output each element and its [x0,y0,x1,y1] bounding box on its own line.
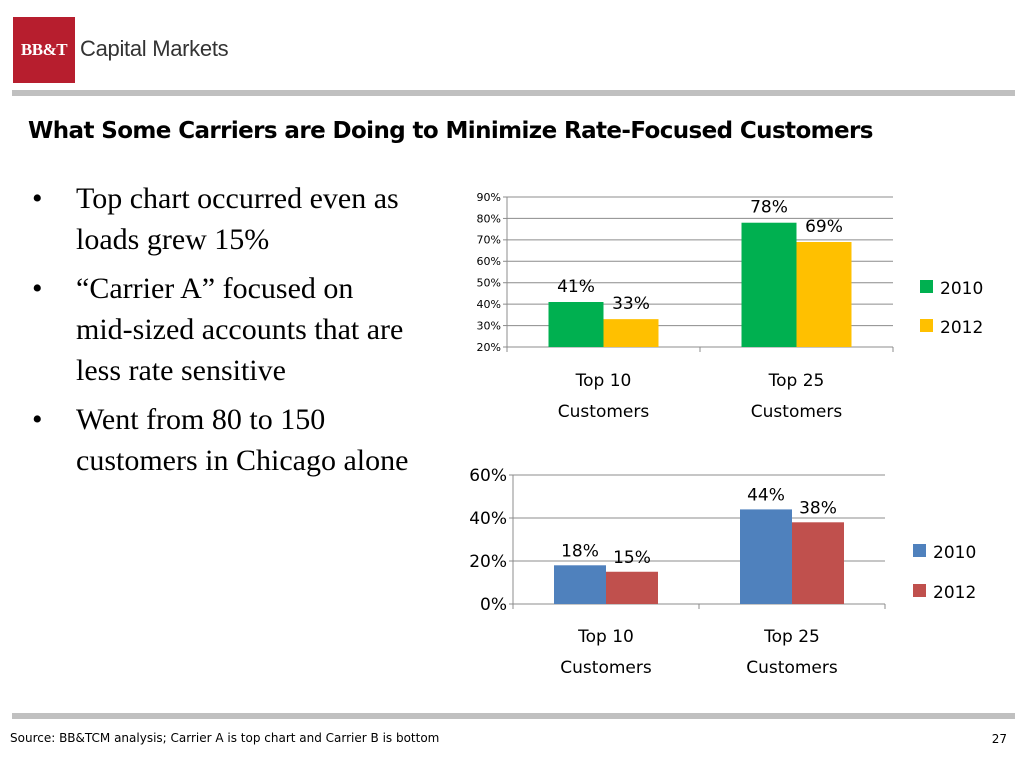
category-label: Top 25 [763,627,820,647]
bar [796,242,852,347]
bullet-text: Went from 80 to 150 customers in Chicago… [76,403,409,477]
y-tick-label: 30% [477,319,501,332]
data-label: 33% [612,294,650,314]
category-label: Customers [560,658,652,678]
category-label: Top 10 [577,627,634,647]
source-note: Source: BB&TCM analysis; Carrier A is to… [10,731,440,745]
bar [554,565,606,604]
category-label: Top 10 [575,371,632,391]
bullet-dot-icon: • [32,182,43,215]
legend-swatch [920,280,933,293]
header-divider [12,90,1015,96]
page-number: 27 [991,732,1007,746]
y-tick-label: 40% [477,298,501,311]
y-tick-label: 60% [469,466,507,486]
data-label: 41% [557,277,595,297]
carrier-a-chart-svg: 20% 30% 40% 50% 60% 70% 80% 90% 41% 33% Top 10 Cust… [477,191,984,422]
data-label: 69% [805,217,843,237]
bar [792,522,844,604]
y-tick-label: 80% [477,212,501,225]
legend-swatch [920,319,933,332]
data-label: 38% [799,498,837,518]
legend-label: 2010 [933,543,976,563]
brand-name: Capital Markets [80,36,229,61]
bar [603,319,659,347]
bar [548,302,604,347]
y-tick-label: 20% [469,552,507,572]
bullet-text: “Carrier A” focused on mid-sized account… [76,272,404,387]
carrier-b-chart: 0% 20% 40% 60% 18% 15% Top 10 Customers 44% 38% To… [420,455,1010,685]
data-label: 78% [750,198,788,218]
bar [741,222,797,347]
carrier-b-chart-svg: 0% 20% 40% 60% 18% 15% Top 10 Customers 44% 38% To… [469,466,976,678]
carrier-a-chart: 20% 30% 40% 50% 60% 70% 80% 90% 41% 33% Top 10 Cust… [420,180,1010,430]
logo-text: BB&T [20,40,68,59]
y-tick-label: 0% [480,595,507,615]
bullet-item: • “Carrier A” focused on mid-sized accoun… [30,268,410,391]
data-label: 15% [613,548,651,568]
data-label: 44% [747,485,785,505]
legend-label: 2012 [933,583,976,603]
category-label: Customers [558,402,650,422]
bullet-item: • Went from 80 to 150 customers in Chicag… [30,399,410,481]
category-label: Top 25 [768,371,825,391]
legend-label: 2012 [940,318,983,338]
bullet-dot-icon: • [32,403,43,436]
legend-swatch [913,544,926,557]
legend-label: 2010 [940,279,983,299]
bar [740,509,792,604]
slide-title: What Some Carriers are Doing to Minimize… [28,118,873,144]
bullet-dot-icon: • [32,272,43,305]
y-tick-label: 40% [469,509,507,529]
y-tick-label: 60% [477,255,501,268]
y-tick-label: 50% [477,277,501,290]
category-label: Customers [751,402,843,422]
y-tick-label: 70% [477,234,501,247]
bullet-item: • Top chart occurred even as loads grew 1… [30,178,410,260]
category-label: Customers [746,658,838,678]
y-tick-label: 90% [477,191,501,204]
footer-divider [12,713,1015,719]
data-label: 18% [561,541,599,561]
legend-swatch [913,584,926,597]
bullet-text: Top chart occurred even as loads grew 15… [76,182,399,256]
bullet-list: • Top chart occurred even as loads grew 1… [30,178,410,489]
y-tick-label: 20% [477,341,501,354]
bbt-logo: BB&T [13,17,75,83]
bar [606,571,658,604]
